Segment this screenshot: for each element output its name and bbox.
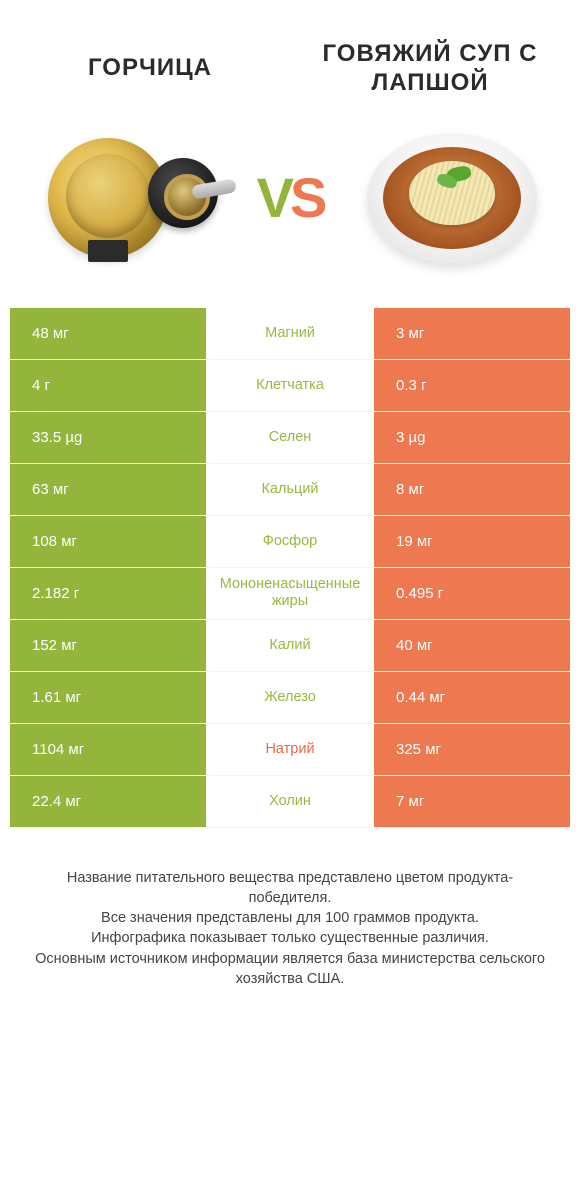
images-row: VS <box>10 128 570 268</box>
right-value: 325 мг <box>374 724 570 775</box>
right-value: 3 µg <box>374 412 570 463</box>
right-value: 0.495 г <box>374 568 570 619</box>
infographic-container: ГОРЧИЦА ГОВЯЖИЙ СУП С ЛАПШОЙ VS <box>0 40 580 1019</box>
table-row: 2.182 гМононенасыщенные жиры0.495 г <box>10 568 570 620</box>
soup-bowl-icon <box>367 133 537 263</box>
right-value: 40 мг <box>374 620 570 671</box>
nutrient-label: Клетчатка <box>206 360 374 411</box>
footer-notes: Название питательного вещества представл… <box>10 868 570 1020</box>
left-value: 152 мг <box>10 620 206 671</box>
right-value: 8 мг <box>374 464 570 515</box>
left-value: 48 мг <box>10 308 206 359</box>
mustard-jar-icon <box>38 128 218 268</box>
left-value: 33.5 µg <box>10 412 206 463</box>
left-value: 63 мг <box>10 464 206 515</box>
right-product-image <box>333 133 570 263</box>
vs-label: VS <box>247 165 334 230</box>
nutrient-label: Магний <box>206 308 374 359</box>
left-value: 22.4 мг <box>10 776 206 827</box>
footer-line: Все значения представлены для 100 граммо… <box>30 908 550 928</box>
nutrient-label: Мононенасыщенные жиры <box>206 568 374 619</box>
vs-letter-v: V <box>257 165 290 230</box>
table-row: 4 гКлетчатка0.3 г <box>10 360 570 412</box>
footer-line: Название питательного вещества представл… <box>30 868 550 909</box>
right-value: 19 мг <box>374 516 570 567</box>
left-value: 108 мг <box>10 516 206 567</box>
right-value: 7 мг <box>374 776 570 827</box>
nutrient-label: Фосфор <box>206 516 374 567</box>
nutrient-label: Натрий <box>206 724 374 775</box>
left-product-title: ГОРЧИЦА <box>10 54 290 83</box>
right-value: 0.44 мг <box>374 672 570 723</box>
table-row: 22.4 мгХолин7 мг <box>10 776 570 828</box>
table-row: 1.61 мгЖелезо0.44 мг <box>10 672 570 724</box>
table-row: 48 мгМагний3 мг <box>10 308 570 360</box>
table-row: 63 мгКальций8 мг <box>10 464 570 516</box>
right-value: 3 мг <box>374 308 570 359</box>
right-value: 0.3 г <box>374 360 570 411</box>
left-value: 2.182 г <box>10 568 206 619</box>
table-row: 152 мгКалий40 мг <box>10 620 570 672</box>
left-value: 1.61 мг <box>10 672 206 723</box>
footer-line: Основным источником информации является … <box>30 949 550 990</box>
title-row: ГОРЧИЦА ГОВЯЖИЙ СУП С ЛАПШОЙ <box>10 40 570 98</box>
left-product-image <box>10 128 247 268</box>
table-row: 1104 мгНатрий325 мг <box>10 724 570 776</box>
vs-letter-s: S <box>290 165 323 230</box>
table-row: 33.5 µgСелен3 µg <box>10 412 570 464</box>
nutrient-label: Калий <box>206 620 374 671</box>
right-product-title: ГОВЯЖИЙ СУП С ЛАПШОЙ <box>290 40 570 98</box>
nutrient-label: Селен <box>206 412 374 463</box>
comparison-table: 48 мгМагний3 мг4 гКлетчатка0.3 г33.5 µgС… <box>10 308 570 828</box>
nutrient-label: Железо <box>206 672 374 723</box>
left-value: 4 г <box>10 360 206 411</box>
footer-line: Инфографика показывает только существенн… <box>30 928 550 948</box>
table-row: 108 мгФосфор19 мг <box>10 516 570 568</box>
nutrient-label: Холин <box>206 776 374 827</box>
nutrient-label: Кальций <box>206 464 374 515</box>
left-value: 1104 мг <box>10 724 206 775</box>
